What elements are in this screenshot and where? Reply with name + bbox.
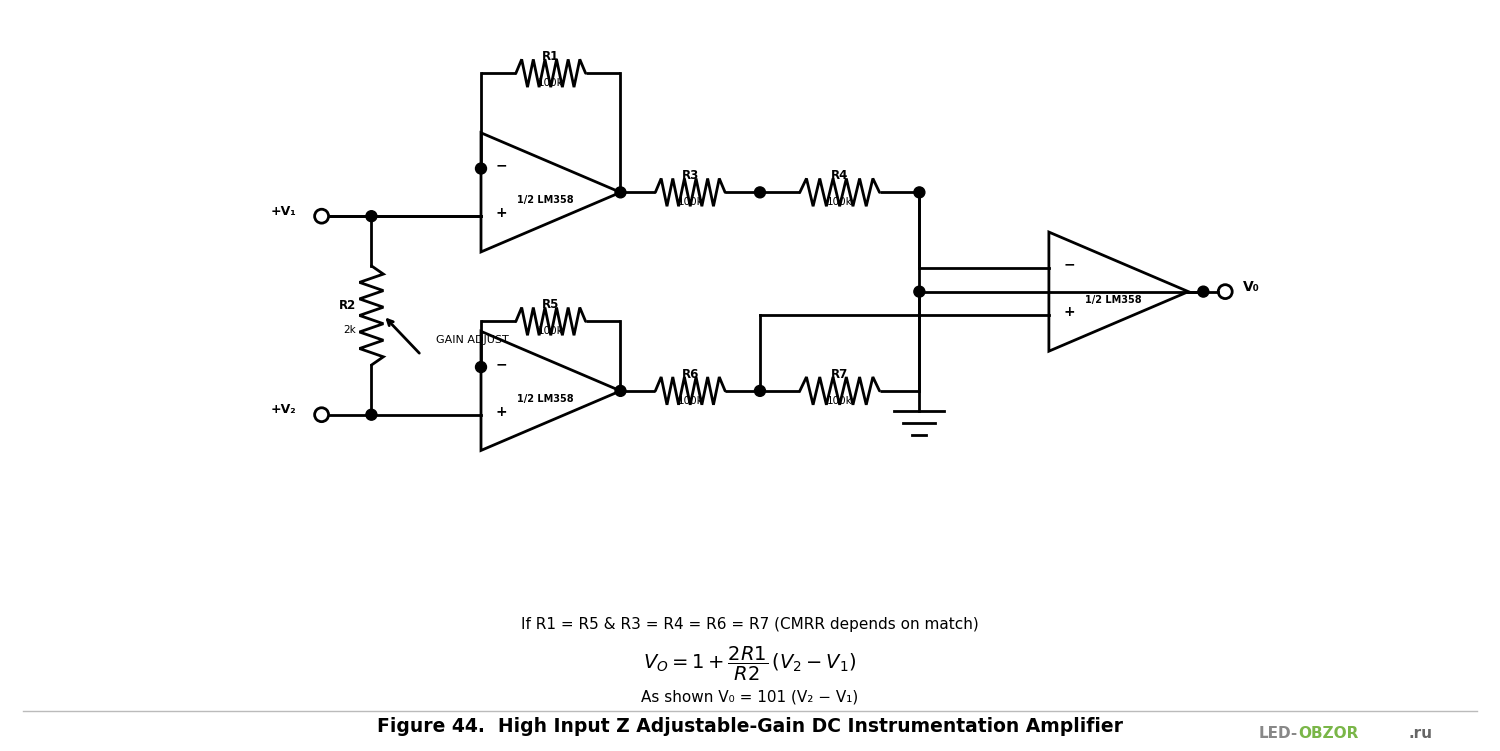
Text: R3: R3 [681, 170, 699, 182]
Text: As shown V₀ = 101 (V₂ − V₁): As shown V₀ = 101 (V₂ − V₁) [642, 689, 858, 704]
Text: +: + [496, 207, 507, 220]
Text: 100k: 100k [538, 78, 564, 88]
Text: R7: R7 [831, 368, 849, 381]
Text: −: − [1064, 258, 1076, 272]
Circle shape [754, 385, 765, 397]
Text: 1/2 LM358: 1/2 LM358 [518, 394, 574, 404]
Text: 100k: 100k [678, 198, 703, 207]
Text: R4: R4 [831, 170, 849, 182]
Circle shape [754, 187, 765, 198]
Text: $V_O = 1 + \dfrac{2R1}{R2}\,(V_2 - V_1)$: $V_O = 1 + \dfrac{2R1}{R2}\,(V_2 - V_1)$ [644, 645, 856, 683]
Circle shape [366, 409, 376, 420]
Circle shape [615, 385, 626, 397]
Text: 100k: 100k [827, 396, 852, 406]
Text: R2: R2 [339, 299, 357, 312]
Text: Figure 44.  High Input Z Adjustable-Gain DC Instrumentation Amplifier: Figure 44. High Input Z Adjustable-Gain … [376, 717, 1124, 736]
Circle shape [615, 187, 626, 198]
Text: LED-: LED- [1258, 725, 1298, 740]
Circle shape [914, 187, 926, 198]
Text: 1/2 LM358: 1/2 LM358 [1086, 294, 1142, 305]
Text: −: − [496, 158, 507, 173]
Text: V₀: V₀ [1244, 279, 1260, 294]
Text: 2k: 2k [344, 325, 357, 336]
Circle shape [914, 286, 926, 297]
Text: −: − [496, 357, 507, 371]
Text: +: + [496, 405, 507, 419]
Circle shape [476, 163, 486, 174]
Text: .ru: .ru [1408, 725, 1432, 740]
Text: If R1 = R5 & R3 = R4 = R6 = R7 (CMRR depends on match): If R1 = R5 & R3 = R4 = R6 = R7 (CMRR dep… [520, 617, 980, 632]
Text: R6: R6 [681, 368, 699, 381]
Circle shape [1198, 286, 1209, 297]
Text: 100k: 100k [678, 396, 703, 406]
Circle shape [366, 211, 376, 222]
Text: +V₂: +V₂ [272, 403, 297, 416]
Text: OBZOR: OBZOR [1298, 725, 1359, 740]
Circle shape [476, 361, 486, 372]
Text: R5: R5 [542, 298, 560, 312]
Text: 100k: 100k [538, 327, 564, 336]
Text: 100k: 100k [827, 198, 852, 207]
Text: R1: R1 [542, 50, 560, 63]
Text: +V₁: +V₁ [272, 205, 297, 218]
Text: GAIN ADJUST: GAIN ADJUST [436, 335, 508, 345]
Text: +: + [1064, 306, 1076, 319]
Text: 1/2 LM358: 1/2 LM358 [518, 195, 574, 205]
